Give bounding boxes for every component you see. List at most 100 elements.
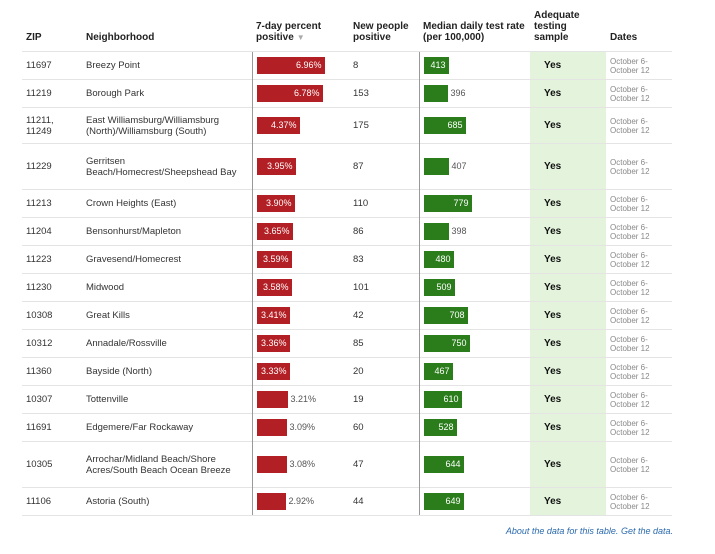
neighborhood-cell: Bensonhurst/Mapleton xyxy=(82,217,252,246)
date-start: October 6- xyxy=(610,222,648,232)
positive-bar: 3.36% xyxy=(256,335,290,352)
positive-label: 3.90% xyxy=(265,198,292,208)
positive-label: 3.36% xyxy=(260,338,287,348)
people-cell: 20 xyxy=(349,357,419,386)
dates-cell: October 6- October 12 xyxy=(606,189,672,218)
get-data-link[interactable]: Get the data. xyxy=(620,526,673,536)
people-value: 19 xyxy=(353,394,364,405)
rate-label: 467 xyxy=(434,366,450,376)
positive-label: 3.65% xyxy=(263,226,290,236)
positive-cell: 3.21% xyxy=(251,385,349,414)
adequate-value: Yes xyxy=(544,496,562,507)
positive-bar: 3.41% xyxy=(256,307,290,324)
dates-value: October 6- October 12 xyxy=(610,195,668,213)
zip-value: 11219 xyxy=(26,88,52,99)
header-positive[interactable]: 7-day percent positive ▼ xyxy=(256,21,322,43)
rate-bar: 480 xyxy=(423,251,454,268)
header-zip[interactable]: ZIP xyxy=(26,32,42,43)
positive-bar: 4.37% xyxy=(256,117,300,134)
positive-cell: 3.36% xyxy=(251,329,349,358)
date-start: October 6- xyxy=(610,56,648,66)
header-people[interactable]: New people positive xyxy=(353,21,409,43)
rate-cell: 528 xyxy=(418,413,530,442)
rate-bar: 528 xyxy=(423,419,457,436)
positive-label: 3.58% xyxy=(262,282,289,292)
header-neighborhood[interactable]: Neighborhood xyxy=(86,32,155,43)
dates-cell: October 6- October 12 xyxy=(606,273,672,302)
people-cell: 86 xyxy=(349,217,419,246)
zip-value: 11691 xyxy=(26,422,52,433)
rate-bar: 610 xyxy=(423,391,462,408)
dates-cell: October 6- October 12 xyxy=(606,385,672,414)
adequate-cell: Yes xyxy=(530,413,606,442)
table-header-row: ZIP Neighborhood 7-day percent positive ▼… xyxy=(22,10,672,52)
rate-cell: 750 xyxy=(418,329,530,358)
people-cell: 153 xyxy=(349,79,419,108)
adequate-value: Yes xyxy=(544,161,562,172)
sort-down-arrow-icon: ▼ xyxy=(296,33,305,42)
positive-bar xyxy=(256,456,287,473)
date-end: October 12 xyxy=(610,371,650,381)
zip-cell: 10305 xyxy=(22,441,82,488)
neighborhood-value: Annadale/Rossville xyxy=(86,338,167,349)
adequate-value: Yes xyxy=(544,226,562,237)
table-row: 11230 Midwood 3.58% 101 509 Yes October 6- Octo… xyxy=(22,273,672,302)
positive-label: 3.08% xyxy=(289,459,316,469)
header-rate[interactable]: Median daily test rate (per 100,000) xyxy=(423,21,525,43)
rate-label: 413 xyxy=(430,60,446,70)
rate-bar: 685 xyxy=(423,117,466,134)
rate-cell: 413 xyxy=(418,51,530,80)
adequate-value: Yes xyxy=(544,198,562,209)
dates-cell: October 6- October 12 xyxy=(606,301,672,330)
dates-cell: October 6- October 12 xyxy=(606,51,672,80)
positive-bar xyxy=(256,493,286,510)
rate-bar: 413 xyxy=(423,57,449,74)
date-end: October 12 xyxy=(610,125,650,135)
zip-cell: 11697 xyxy=(22,51,82,80)
rate-cell: 407 xyxy=(418,143,530,190)
neighborhood-value: Gravesend/Homecrest xyxy=(86,254,182,265)
positive-bar: 3.95% xyxy=(256,158,296,175)
people-value: 86 xyxy=(353,226,364,237)
positive-cell: 3.58% xyxy=(251,273,349,302)
neighborhood-cell: Tottenville xyxy=(82,385,252,414)
dates-cell: October 6- October 12 xyxy=(606,329,672,358)
dates-value: October 6- October 12 xyxy=(610,307,668,325)
table-body: 11697 Breezy Point 6.96% 8 413 Yes October 6- O… xyxy=(22,51,672,516)
date-start: October 6- xyxy=(610,250,648,260)
header-dates[interactable]: Dates xyxy=(610,32,638,43)
dates-cell: October 6- October 12 xyxy=(606,217,672,246)
neighborhood-value: Midwood xyxy=(86,282,125,293)
dates-value: October 6- October 12 xyxy=(610,363,668,381)
neighborhood-cell: Bayside (North) xyxy=(82,357,252,386)
date-end: October 12 xyxy=(610,203,650,213)
header-adequate[interactable]: Adequate testing sample xyxy=(534,10,580,43)
about-data-link[interactable]: About the data for this table. xyxy=(505,526,619,536)
neighborhood-cell: Gravesend/Homecrest xyxy=(82,245,252,274)
rate-bar: 509 xyxy=(423,279,455,296)
positive-cell: 3.41% xyxy=(251,301,349,330)
zip-value: 11230 xyxy=(26,282,52,293)
date-start: October 6- xyxy=(610,306,648,316)
people-value: 87 xyxy=(353,161,364,172)
people-cell: 8 xyxy=(349,51,419,80)
date-end: October 12 xyxy=(610,259,650,269)
neighborhood-value: Great Kills xyxy=(86,310,130,321)
people-cell: 42 xyxy=(349,301,419,330)
people-value: 42 xyxy=(353,310,364,321)
adequate-value: Yes xyxy=(544,120,562,131)
people-value: 20 xyxy=(353,366,364,377)
people-value: 175 xyxy=(353,120,369,131)
neighborhood-cell: Arrochar/Midland Beach/Shore Acres/South… xyxy=(82,441,252,488)
positive-label: 3.41% xyxy=(260,310,287,320)
positive-cell: 3.59% xyxy=(251,245,349,274)
adequate-cell: Yes xyxy=(530,357,606,386)
rate-label: 708 xyxy=(449,310,465,320)
positive-label: 3.09% xyxy=(289,422,316,432)
rate-bar: 644 xyxy=(423,456,464,473)
adequate-cell: Yes xyxy=(530,217,606,246)
rate-bar xyxy=(423,223,449,240)
zip-cell: 11223 xyxy=(22,245,82,274)
adequate-cell: Yes xyxy=(530,301,606,330)
